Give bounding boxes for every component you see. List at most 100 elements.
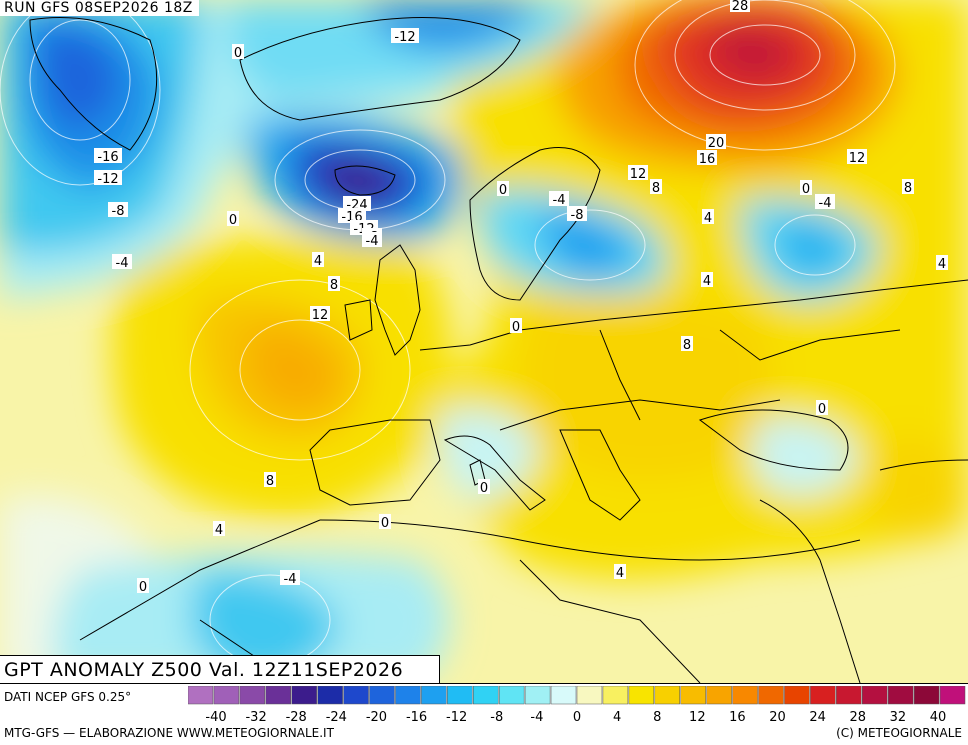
contour-label-bg [227, 211, 239, 226]
contour-label-text: 20 [708, 136, 725, 151]
contour-label-bg [650, 179, 662, 194]
contour-label: 4 [213, 521, 225, 538]
contour-label-bg [567, 206, 587, 221]
scale-swatch [343, 686, 369, 705]
contour-label: -4 [362, 232, 382, 249]
contour-label-text: -8 [571, 208, 584, 223]
scale-swatch [628, 686, 655, 705]
contour-label-text: 16 [699, 152, 716, 167]
scale-swatch [447, 686, 473, 705]
data-source: DATI NCEP GFS 0.25° [4, 690, 132, 704]
scale-tick-label: 32 [890, 710, 907, 725]
contour-label-text: 8 [683, 338, 691, 353]
contour-label-text: -4 [284, 572, 297, 587]
contour-label: -4 [815, 194, 835, 211]
contour-label: 12 [628, 165, 648, 182]
credit-left: MTG-GFS — ELABORAZIONE WWW.METEOGIORNALE… [4, 726, 334, 740]
scale-swatch [654, 686, 680, 705]
contour-label-bg [137, 578, 149, 593]
color-scale-swatches [188, 686, 966, 705]
contour-label: 8 [264, 472, 276, 489]
contour-label: 28 [730, 0, 750, 14]
contour-label-bg [628, 165, 648, 180]
contour-label-text: 4 [314, 254, 322, 269]
scale-swatch [732, 686, 758, 705]
scale-swatch [602, 686, 629, 705]
scale-tick-label: -4 [530, 710, 543, 725]
contour-label-bg [549, 191, 569, 206]
scale-swatch [188, 686, 214, 705]
contour-label-bg [800, 180, 812, 195]
scale-swatch [421, 686, 447, 705]
map-title: GPT ANOMALY Z500 Val. 12Z11SEP2026 [0, 655, 440, 683]
contour-label-bg [706, 134, 726, 149]
scale-tick-label: -20 [366, 710, 387, 725]
scale-tick-label: 4 [613, 710, 621, 725]
scale-tick-label: 8 [653, 710, 661, 725]
contour-label: -4 [280, 570, 300, 587]
contour-label: 16 [697, 150, 717, 167]
contour-label-bg [94, 170, 122, 185]
contour-label: 8 [902, 179, 914, 196]
scale-tick-label: -12 [446, 710, 467, 725]
scale-tick-label: -24 [326, 710, 347, 725]
scale-swatch [213, 686, 240, 705]
color-scale: -40 -32 -28 -24 -20 -16 -12 -8 -4 0 4 8 12 16 20 24 28 32… [188, 686, 966, 725]
scale-tick-label: 16 [729, 710, 746, 725]
contour-label-text: 0 [139, 580, 147, 595]
scale-tick-label: -28 [286, 710, 307, 725]
contour-label-text: 0 [229, 213, 237, 228]
scale-tick-label: -40 [205, 710, 226, 725]
contour-label-bg [112, 254, 132, 269]
contour-labels: -12028-16-12-80-4-24-16-12-8-448120-4-82… [94, 0, 948, 595]
scale-tick-label: -8 [490, 710, 503, 725]
contour-label: -16 [94, 148, 122, 165]
scale-swatch [810, 686, 836, 705]
scale-swatch [317, 686, 343, 705]
contour-label-bg [312, 252, 324, 267]
contour-label-bg [902, 179, 914, 194]
contour-label: 0 [478, 479, 490, 496]
contour-label-text: 0 [802, 182, 810, 197]
contour-label-bg [510, 318, 522, 333]
contour-label: 12 [847, 149, 867, 166]
anomaly-map: -12028-16-12-80-4-24-16-12-8-448120-4-82… [0, 0, 968, 683]
contour-label: -12 [391, 28, 419, 45]
contour-label: 8 [328, 276, 340, 293]
contour-label-text: 0 [512, 320, 520, 335]
contour-label-bg [681, 336, 693, 351]
contour-label-bg [730, 0, 750, 12]
contour-label-bg [328, 276, 340, 291]
contour-label: -4 [112, 254, 132, 271]
scale-tick-label: 24 [809, 710, 826, 725]
contour-label-bg [697, 150, 717, 165]
contour-lines [0, 0, 896, 666]
contour-label: 0 [137, 578, 149, 595]
scale-swatch [291, 686, 317, 705]
scale-swatch [265, 686, 291, 705]
contour-label-bg [232, 44, 244, 59]
scale-swatch [939, 686, 966, 705]
contour-label-bg [816, 400, 828, 415]
run-header: RUN GFS 08SEP2026 18Z [0, 0, 199, 16]
scale-swatch [524, 686, 551, 705]
contour-label-bg [213, 521, 225, 536]
scale-swatch [473, 686, 499, 705]
coastlines [29, 17, 968, 683]
scale-swatch [239, 686, 266, 705]
contour-label: -4 [549, 191, 569, 208]
contour-label-bg [701, 272, 713, 287]
contour-label-text: 12 [849, 151, 866, 166]
credit-right: (C) METEOGIORNALE [836, 726, 962, 740]
contour-label-bg [478, 479, 490, 494]
contour-label-text: -8 [112, 204, 125, 219]
contour-label-bg [936, 255, 948, 270]
contour-label-bg [280, 570, 300, 585]
contour-label-bg [264, 472, 276, 487]
contour-label-text: 4 [703, 274, 711, 289]
contour-label-bg [815, 194, 835, 209]
color-scale-ticks: -40 -32 -28 -24 -20 -16 -12 -8 -4 0 4 8 12 16 20 24 28 32… [205, 710, 946, 725]
contour-label-bg [362, 232, 382, 247]
scale-swatch [369, 686, 395, 705]
contour-label: -8 [567, 206, 587, 223]
